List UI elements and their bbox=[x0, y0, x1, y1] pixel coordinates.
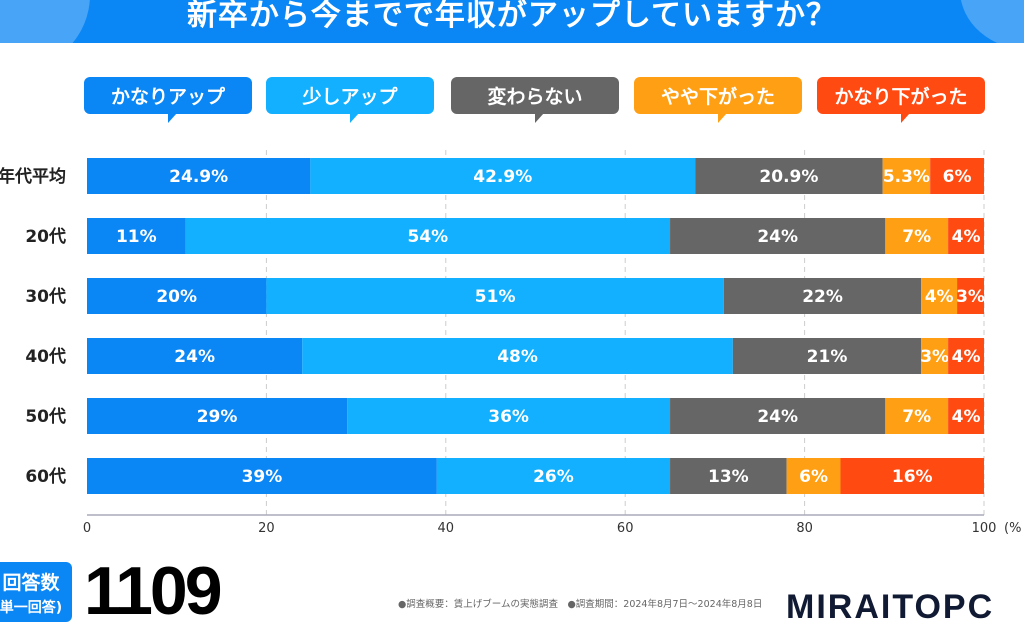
x-tick-label: 100 bbox=[972, 521, 997, 536]
legend-pointer bbox=[901, 113, 910, 123]
data-label: 24% bbox=[757, 227, 798, 247]
count-label: 回答数 bbox=[2, 572, 60, 594]
brand-logo: MIRAITOPC bbox=[786, 588, 995, 626]
bar-segment bbox=[786, 458, 841, 494]
bar-segment bbox=[670, 458, 787, 494]
data-label: 6% bbox=[943, 167, 972, 187]
legend-label: 変わらない bbox=[487, 86, 583, 108]
legend-item: かなりアップ bbox=[84, 77, 252, 123]
data-label: 4% bbox=[952, 407, 981, 427]
row-label: 50代 bbox=[25, 406, 66, 427]
stacked-bar-chart: 0 20 40 60 80 100 (% 年代平均 24.9% 42.9% 20.9% 5.3% 6% 2… bbox=[0, 150, 1021, 536]
data-label: 22% bbox=[802, 287, 843, 307]
bar-segment bbox=[948, 218, 984, 254]
chart-title: 新卒から今までで年収がアップしていますか？ bbox=[186, 0, 838, 33]
legend-pointer bbox=[718, 113, 727, 123]
x-tick-label: 20 bbox=[258, 521, 275, 536]
bar-segment bbox=[302, 338, 733, 374]
bar-segment bbox=[885, 218, 949, 254]
x-tick-label: 40 bbox=[438, 521, 455, 536]
data-label: 13% bbox=[708, 467, 749, 487]
legend-label: かなりアップ bbox=[110, 86, 225, 108]
data-label: 29% bbox=[197, 407, 238, 427]
bar-segment bbox=[723, 278, 922, 314]
x-tick-label: 80 bbox=[796, 521, 813, 536]
x-tick-label: 60 bbox=[617, 521, 634, 536]
title-banner: 新卒から今までで年収がアップしていますか？ bbox=[0, 0, 1024, 43]
data-label: 6% bbox=[799, 467, 828, 487]
bar-segment bbox=[840, 458, 984, 494]
data-label: 24% bbox=[174, 347, 215, 367]
bar-segment bbox=[310, 158, 696, 194]
legend-item: やや下がった bbox=[634, 77, 802, 123]
data-label: 42.9% bbox=[473, 167, 532, 187]
data-label: 4% bbox=[952, 227, 981, 247]
data-label: 7% bbox=[902, 407, 931, 427]
data-label: 21% bbox=[807, 347, 848, 367]
bar-segment bbox=[948, 398, 984, 434]
decoration-circle bbox=[0, 0, 90, 43]
row-label: 20代 bbox=[25, 226, 66, 247]
bar-segment bbox=[882, 158, 931, 194]
legend-pointer bbox=[350, 113, 359, 123]
data-label: 36% bbox=[488, 407, 529, 427]
bar-segment bbox=[670, 398, 886, 434]
legend-item: かなり下がった bbox=[817, 77, 985, 123]
bar-segment bbox=[87, 158, 311, 194]
bar-segment bbox=[347, 398, 671, 434]
bar-segment bbox=[436, 458, 671, 494]
survey-note: ●調査概要：賃上げブームの実態調査 ●調査期間：2024年8月7日〜2024年8… bbox=[398, 599, 763, 610]
data-label: 20% bbox=[156, 287, 197, 307]
data-label: 54% bbox=[408, 227, 449, 247]
bar-segment bbox=[930, 158, 984, 194]
data-label: 4% bbox=[952, 347, 981, 367]
legend-pointer bbox=[535, 113, 544, 123]
bar-segment bbox=[921, 338, 949, 374]
row-label: 年代平均 bbox=[0, 166, 66, 187]
data-label: 48% bbox=[497, 347, 538, 367]
bar-segment bbox=[87, 218, 186, 254]
data-label: 51% bbox=[475, 287, 516, 307]
legend-label: 少しアップ bbox=[302, 86, 398, 108]
bar-segment bbox=[87, 398, 348, 434]
data-label: 16% bbox=[892, 467, 933, 487]
bar-segment bbox=[266, 278, 724, 314]
bar-segment bbox=[948, 338, 984, 374]
bar-segment bbox=[670, 218, 886, 254]
legend-item: 少しアップ bbox=[266, 77, 434, 123]
data-label: 7% bbox=[902, 227, 931, 247]
data-label: 11% bbox=[116, 227, 157, 247]
bar-segment bbox=[695, 158, 883, 194]
legend-label: やや下がった bbox=[660, 86, 775, 108]
data-label: 3% bbox=[920, 347, 949, 367]
response-count: 1109 bbox=[84, 553, 223, 629]
data-label: 3% bbox=[956, 287, 985, 307]
data-label: 24% bbox=[757, 407, 798, 427]
bar-segment bbox=[957, 278, 984, 314]
data-label: 4% bbox=[925, 287, 954, 307]
x-axis-unit: (% bbox=[1004, 521, 1021, 536]
row-label: 60代 bbox=[25, 466, 66, 487]
data-label: 20.9% bbox=[759, 167, 818, 187]
bar-segment bbox=[87, 278, 267, 314]
data-label: 24.9% bbox=[169, 167, 228, 187]
data-label: 5.3% bbox=[883, 167, 930, 187]
count-sub: 単一回答) bbox=[0, 600, 63, 616]
row-label: 30代 bbox=[25, 286, 66, 307]
x-tick-label: 0 bbox=[83, 521, 91, 536]
bar-segment bbox=[732, 338, 922, 374]
bar-segment bbox=[885, 398, 949, 434]
data-label: 26% bbox=[533, 467, 574, 487]
bar-segment bbox=[87, 458, 437, 494]
legend-item: 変わらない bbox=[451, 77, 619, 123]
data-label: 39% bbox=[242, 467, 283, 487]
bar-segment bbox=[185, 218, 671, 254]
bar-segment bbox=[921, 278, 958, 314]
legend-label: かなり下がった bbox=[834, 86, 968, 108]
response-count-badge: 回答数 単一回答) bbox=[0, 562, 72, 622]
bar-segment bbox=[87, 338, 303, 374]
row-label: 40代 bbox=[25, 346, 66, 367]
legend-pointer bbox=[168, 113, 177, 123]
